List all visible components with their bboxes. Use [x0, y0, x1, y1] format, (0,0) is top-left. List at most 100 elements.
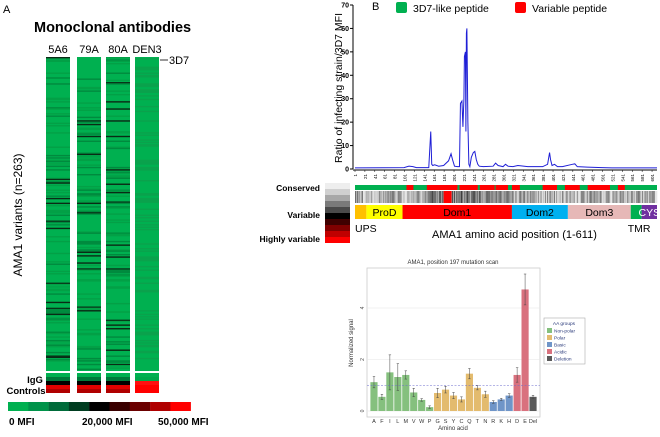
legend-swatch-3d7 — [396, 2, 407, 13]
variability-cell — [493, 191, 495, 203]
variability-cell — [555, 191, 557, 203]
variability-cell — [578, 191, 581, 203]
heatmap-cell — [135, 316, 159, 318]
variability-cell — [368, 191, 371, 203]
variability-cell — [615, 191, 617, 203]
control-label-igg: IgG — [27, 375, 43, 386]
heatmap-cell — [46, 115, 70, 117]
variable-peptide-segment — [459, 185, 478, 190]
heatmap-cell — [135, 310, 159, 312]
variability-cell — [495, 191, 497, 203]
heatmap-cell — [77, 298, 101, 300]
heatmap-cell — [77, 231, 101, 233]
variability-cell — [561, 191, 564, 203]
variability-cell — [502, 191, 504, 203]
variability-cell — [517, 191, 519, 203]
domain-dom3 — [567, 205, 631, 219]
legend-label-3d7: 3D7-like peptide — [413, 3, 489, 15]
variability-cell — [515, 191, 517, 203]
bar-x-tick-label: Del — [529, 419, 537, 425]
variability-cell — [394, 191, 396, 203]
x-tick-label: 581 — [640, 174, 645, 182]
variability-cell — [438, 191, 440, 203]
variability-cell — [619, 191, 621, 203]
variability-cell — [401, 191, 403, 203]
heatmap-cell — [77, 133, 101, 135]
heatmap-cell — [106, 140, 130, 142]
variability-cell — [523, 191, 525, 203]
heatmap-cell — [106, 166, 130, 169]
y-tick-label: 70 — [341, 3, 349, 10]
heatmap-cell — [135, 89, 159, 91]
variability-cell — [402, 191, 404, 203]
variability-cell — [459, 191, 462, 203]
x-tick-label: 241 — [472, 174, 477, 182]
heatmap-cell — [135, 160, 159, 163]
variability-cell — [425, 191, 427, 203]
heatmap-cell — [106, 83, 130, 85]
variability-cell — [580, 191, 583, 203]
variability-cell — [473, 191, 476, 203]
variability-cell — [566, 191, 569, 203]
heatmap-cell — [135, 208, 159, 211]
x-tick-label: 41 — [373, 174, 378, 180]
heatmap-cell — [106, 195, 130, 197]
control-cell — [106, 381, 130, 385]
variability-cell — [554, 191, 556, 203]
variability-cell — [632, 191, 634, 203]
legend-swatch-acidic — [547, 349, 552, 354]
heatmap-cell — [106, 90, 130, 92]
domain-label-ups: UPS — [355, 223, 377, 235]
heatmap-cell — [106, 244, 130, 246]
control-cell — [135, 381, 159, 385]
heatmap-cell — [77, 153, 101, 156]
bar-chart-title: AMA1, position 197 mutation scan — [407, 260, 498, 266]
bar-y — [449, 395, 458, 411]
heatmap-cell — [135, 216, 159, 219]
variability-cell — [568, 191, 571, 203]
heatmap-cell — [46, 146, 70, 148]
control-cell — [46, 381, 70, 385]
control-cell — [77, 377, 101, 381]
variability-cell — [392, 191, 394, 203]
ratio-line — [354, 28, 657, 169]
x-tick-label: 121 — [412, 174, 417, 182]
heatmap-cell — [135, 91, 159, 94]
variability-cell — [514, 191, 516, 203]
variability-cell — [359, 191, 362, 203]
heatmap-cell — [106, 168, 130, 170]
heatmap-cell — [46, 107, 70, 109]
heatmap-cell — [135, 134, 159, 136]
heatmap-cell — [106, 349, 130, 351]
heatmap-cell — [106, 146, 130, 148]
variability-cell — [551, 191, 553, 203]
heatmap-cell — [77, 250, 101, 252]
heatmap-cell — [46, 154, 70, 157]
variability-cell — [504, 191, 506, 203]
heatmap-cell — [46, 197, 70, 200]
heatmap-cell — [77, 164, 101, 166]
control-cell — [106, 389, 130, 393]
heatmap-cell — [77, 348, 101, 350]
variability-cell — [408, 191, 410, 203]
heatmap-cell — [46, 310, 70, 312]
x-tick-label: 561 — [630, 174, 635, 182]
heatmap-cell — [135, 333, 159, 336]
heatmap-cell — [46, 331, 70, 333]
variability-cell — [639, 191, 641, 203]
variability-cell — [602, 191, 604, 203]
variability-cell — [494, 191, 496, 203]
heatmap-cell — [135, 339, 159, 342]
heatmap-cell — [135, 145, 159, 147]
variability-cell — [455, 191, 457, 203]
bar-p — [426, 407, 434, 411]
heatmap-cell — [46, 160, 70, 163]
variability-cell — [608, 191, 610, 203]
variability-cell — [369, 191, 372, 203]
heatmap-cell — [106, 175, 130, 177]
heatmap-cell — [77, 116, 101, 119]
variability-cell — [419, 191, 421, 203]
heatmap-cell — [77, 318, 101, 320]
heatmap-cell — [46, 240, 70, 243]
variability-cell — [607, 191, 609, 203]
